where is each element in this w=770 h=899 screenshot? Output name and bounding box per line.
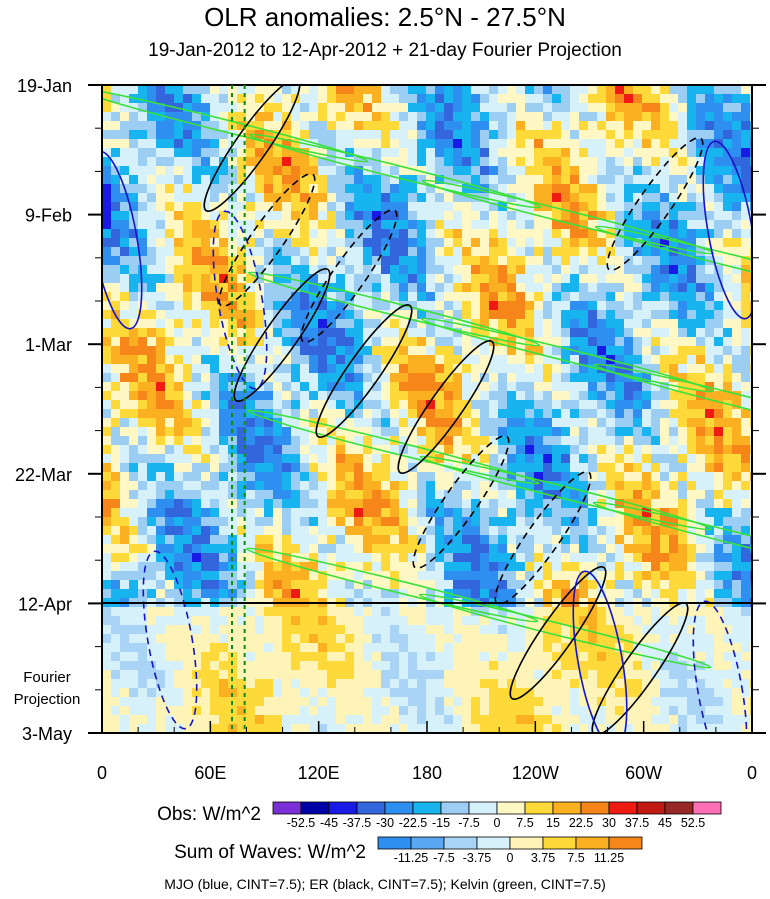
colorbar-swatch [580, 801, 610, 815]
colorbar-tick-label: -37.5 [343, 816, 372, 830]
colorbar-swatch [443, 836, 478, 850]
kelvin-contour [421, 179, 715, 255]
colorbar-swatch [575, 836, 610, 850]
colorbar-label: Obs: W/m^2 [157, 804, 261, 825]
mjo-contour [102, 150, 143, 330]
colorbar-tick-label: -7.5 [458, 816, 480, 830]
kelvin-contour [246, 409, 540, 485]
x-tick-label: 60W [625, 763, 662, 783]
projection-label: Fourier [23, 669, 71, 686]
kelvin-contour [593, 363, 752, 439]
mjo-contour [692, 600, 748, 733]
kelvin-contour [102, 87, 369, 163]
colorbar-tick-label: 0 [494, 816, 501, 830]
colorbar-tick-label: 22.5 [569, 816, 593, 830]
y-tick-label: 9-Feb [25, 206, 72, 226]
colorbar-swatch [300, 801, 330, 815]
x-tick-label: 120W [512, 763, 559, 783]
colorbar-label: Sum of Waves: W/m^2 [174, 842, 366, 863]
colorbar-swatch [412, 801, 442, 815]
er-contour [315, 304, 413, 438]
chart-subtitle: 19-Jan-2012 to 12-Apr-2012 + 21-day Four… [148, 40, 622, 61]
colorbar-swatch [377, 836, 412, 850]
er-contour [397, 340, 495, 474]
colorbar-tick-label: -22.5 [399, 816, 428, 830]
colorbar-tick-label: -11.25 [394, 851, 429, 865]
y-tick-label: 22-Mar [15, 465, 72, 485]
er-contour [509, 566, 607, 700]
colorbar-tick-label: 3.75 [531, 851, 555, 865]
waves-colorbar: Sum of Waves: W/m^2 -11.25 -7.5 -3.75 0 3.75 7… [174, 836, 643, 865]
kelvin-contour [245, 547, 539, 623]
colorbar-tick-label: -30 [376, 816, 394, 830]
colorbar-tick-label: 11.25 [594, 851, 624, 865]
er-contour [494, 471, 592, 605]
colorbar-tick-label: 7.5 [567, 851, 584, 865]
colorbar-swatch [356, 801, 386, 815]
y-tick-label: 1-Mar [25, 335, 72, 355]
mjo-contour [212, 210, 268, 390]
contour-footnote: MJO (blue, CINT=7.5); ER (black, CINT=7.… [164, 876, 606, 892]
colorbar-tick-label: 0 [507, 851, 514, 865]
x-tick-label: 120E [298, 763, 340, 783]
mjo-contour [572, 570, 628, 733]
colorbar-swatch [384, 801, 414, 815]
er-contour [412, 435, 510, 569]
kelvin-contour [248, 133, 542, 209]
colorbar-tick-label: 45 [658, 816, 672, 830]
y-tick-label: 12-Apr [18, 594, 72, 614]
colorbar-swatch [608, 801, 638, 815]
er-contour [233, 268, 331, 402]
colorbar-tick-label: -15 [432, 816, 450, 830]
kelvin-contour [420, 317, 714, 393]
kelvin-contour [418, 593, 712, 669]
colorbar-swatch [440, 801, 470, 815]
colorbar-swatch [496, 801, 526, 815]
colorbar-tick-label: 15 [546, 816, 560, 830]
colorbar-swatch [476, 836, 511, 850]
obs-colorbar: Obs: W/m^2 -52.5 -45 -37.5 -30 -22.5 -15 -7.5 0 7… [157, 801, 722, 830]
chart-title: OLR anomalies: 2.5°N - 27.5°N [204, 2, 566, 32]
colorbar-tick-label: -7.5 [433, 851, 455, 865]
er-contour [300, 209, 398, 343]
x-tick-label: 180 [412, 763, 442, 783]
colorbar-swatch [410, 836, 445, 850]
colorbar-swatch [272, 801, 302, 815]
colorbar-tick-label: 30 [602, 816, 616, 830]
colorbar-tick-label: -52.5 [287, 816, 316, 830]
colorbar-tick-label: -3.75 [463, 851, 492, 865]
colorbar-swatch [664, 801, 694, 815]
colorbar-swatch [524, 801, 554, 815]
y-tick-label: 19-Jan [17, 76, 72, 96]
x-tick-label: 0 [97, 763, 107, 783]
kelvin-contour [247, 271, 541, 347]
colorbar-swatch [509, 836, 544, 850]
x-axis: 0 60E 120E 180 120W 60W 0 [97, 721, 757, 783]
x-tick-label: 60E [194, 763, 226, 783]
colorbar-swatch [636, 801, 666, 815]
er-contour [203, 85, 301, 212]
colorbar-swatch [468, 801, 498, 815]
kelvin-contour [592, 501, 752, 577]
olr-field [102, 85, 752, 733]
y-axis: 19-Jan 9-Feb 1-Mar 22-Mar 12-Apr 3-May Fourier… [14, 76, 766, 744]
kelvin-contour [419, 455, 713, 531]
kelvin-contour [594, 225, 752, 301]
colorbar-swatch [552, 801, 582, 815]
projection-label: Projection [14, 691, 81, 708]
colorbar-tick-label: 37.5 [625, 816, 649, 830]
y-tick-label: 3-May [22, 724, 72, 744]
colorbar-swatch [692, 801, 722, 815]
colorbar-swatch [542, 836, 577, 850]
colorbar-swatch [608, 836, 643, 850]
colorbar-tick-label: -45 [320, 816, 338, 830]
x-tick-label: 0 [747, 763, 757, 783]
mjo-contour [142, 550, 198, 730]
colorbar-tick-label: 52.5 [681, 816, 705, 830]
colorbar-swatch [328, 801, 358, 815]
colorbar-tick-label: 7.5 [516, 816, 533, 830]
